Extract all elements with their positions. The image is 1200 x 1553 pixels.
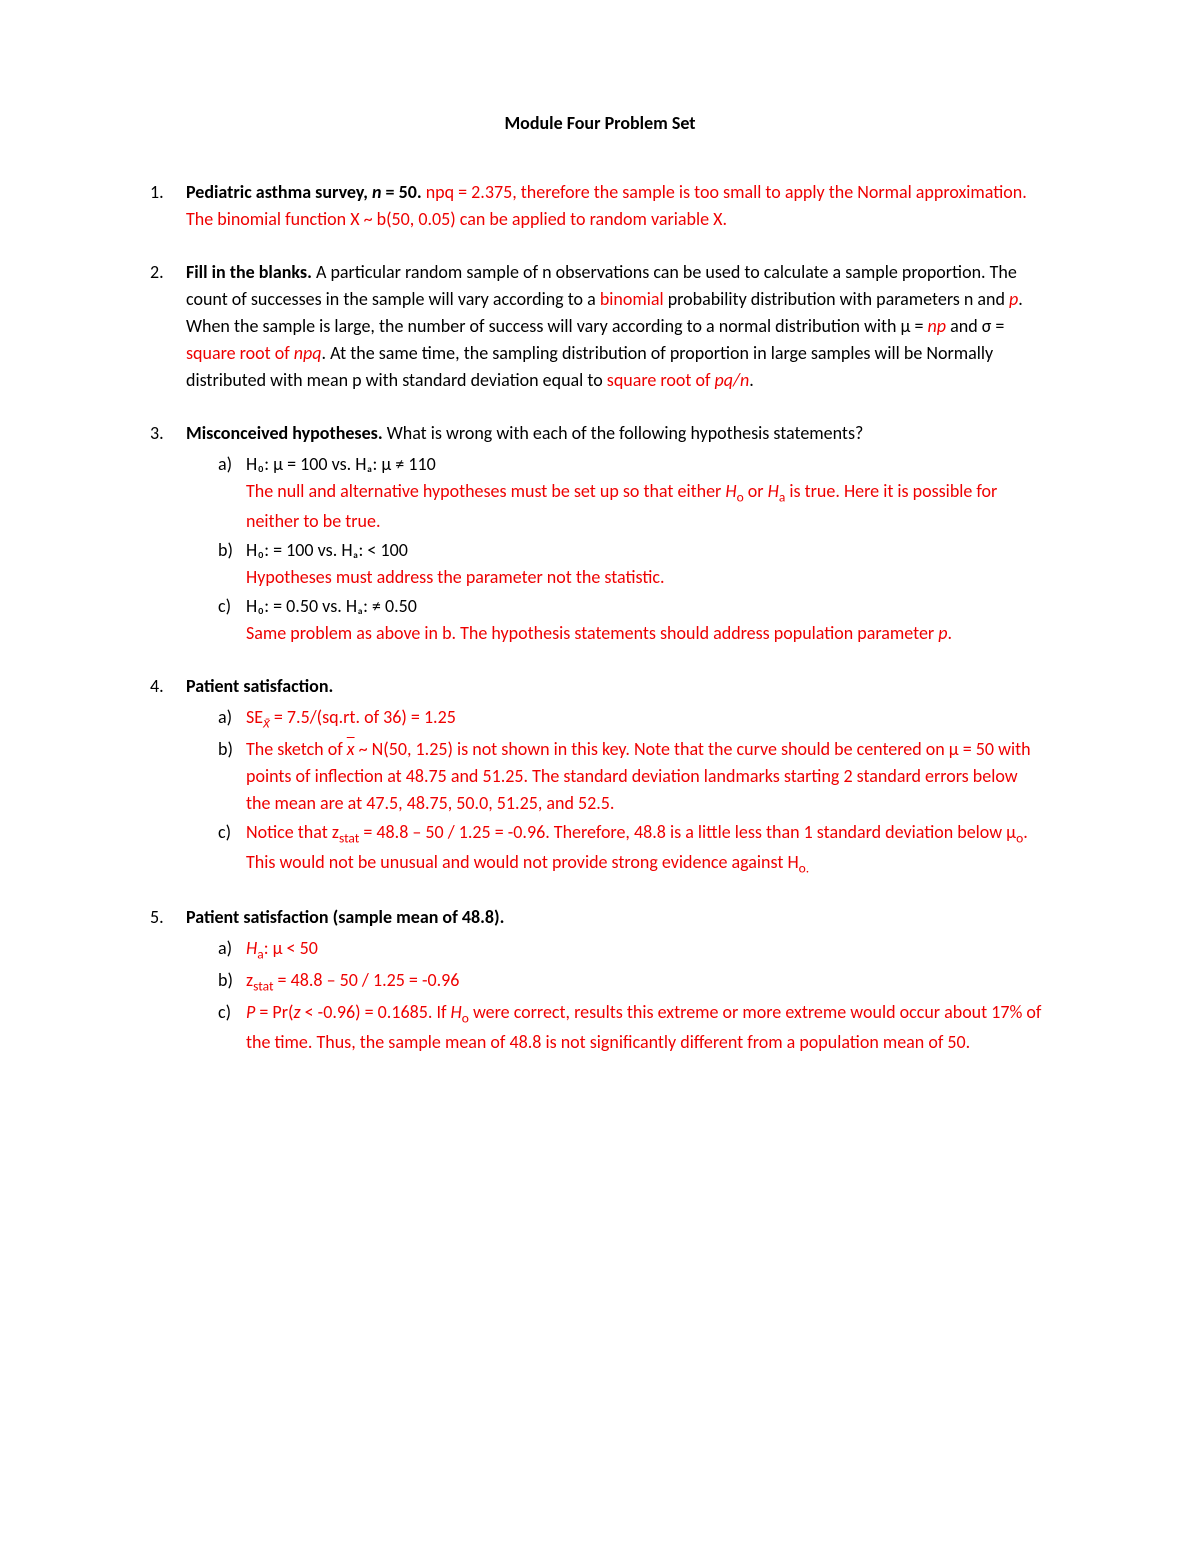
sub-item-b: b) H₀: = 100 vs. Hₐ: < 100 Hypotheses mu…	[186, 537, 1050, 591]
problem-number: 3.	[150, 420, 180, 447]
problem-lead-tail: = 50.	[381, 181, 425, 203]
sub-item-a: a) Ha: μ < 50	[186, 935, 1050, 965]
sub-answer: P = Pr(z < -0.96) = 0.1685. If Ho were c…	[246, 1001, 1041, 1053]
problem-text: What is wrong with each of the following…	[383, 422, 864, 444]
sub-answer: zstat = 48.8 – 50 / 1.25 = -0.96	[246, 969, 459, 991]
sub-answer: The sketch of x ~ N(50, 1.25) is not sho…	[246, 738, 1031, 814]
sub-letter: a)	[218, 935, 232, 962]
sub-item-c: c) Notice that zstat = 48.8 – 50 / 1.25 …	[186, 819, 1050, 879]
sub-question: H₀: = 0.50 vs. Hₐ: ≠ 0.50	[246, 595, 417, 617]
problem-lead: Patient satisfaction.	[186, 675, 333, 697]
sub-list: a) SEx̄ = 7.5/(sq.rt. of 36) = 1.25 b) T…	[186, 704, 1050, 879]
problem-number: 1.	[150, 179, 180, 206]
sub-item-a: a) H₀: μ = 100 vs. Hₐ: μ ≠ 110 The null …	[186, 451, 1050, 535]
problem-text: and σ =	[946, 315, 1004, 337]
sub-question: H₀: = 100 vs. Hₐ: < 100	[246, 539, 408, 561]
sub-letter: a)	[218, 704, 232, 731]
answer-fragment: npq	[294, 342, 322, 364]
sub-list: a) Ha: μ < 50 b) zstat = 48.8 – 50 / 1.2…	[186, 935, 1050, 1056]
problem-text: probability distribution with parameters…	[664, 288, 1009, 310]
problem-list: 1. Pediatric asthma survey, n = 50. npq …	[150, 179, 1050, 1056]
sub-answer: The null and alternative hypotheses must…	[246, 480, 997, 532]
problem-number: 2.	[150, 259, 180, 286]
sub-letter: c)	[218, 999, 231, 1026]
answer-fragment: pq/n	[715, 369, 750, 391]
sub-letter: c)	[218, 593, 231, 620]
sub-item-c: c) P = Pr(z < -0.96) = 0.1685. If Ho wer…	[186, 999, 1050, 1056]
answer-fragment: square root of	[607, 369, 715, 391]
sub-answer: Ha: μ < 50	[246, 937, 318, 959]
sub-letter: b)	[218, 967, 233, 994]
answer-fragment: np	[928, 315, 947, 337]
sub-letter: c)	[218, 819, 231, 846]
sub-item-a: a) SEx̄ = 7.5/(sq.rt. of 36) = 1.25	[186, 704, 1050, 734]
problem-2: 2. Fill in the blanks. A particular rand…	[150, 259, 1050, 394]
problem-4: 4. Patient satisfaction. a) SEx̄ = 7.5/(…	[150, 673, 1050, 879]
sub-letter: b)	[218, 537, 233, 564]
problem-lead: Fill in the blanks.	[186, 261, 312, 283]
problem-number: 4.	[150, 673, 180, 700]
sub-letter: b)	[218, 736, 233, 763]
sub-answer: SEx̄ = 7.5/(sq.rt. of 36) = 1.25	[246, 706, 456, 728]
problem-1: 1. Pediatric asthma survey, n = 50. npq …	[150, 179, 1050, 233]
problem-number: 5.	[150, 904, 180, 931]
problem-3: 3. Misconceived hypotheses. What is wron…	[150, 420, 1050, 647]
problem-lead: Pediatric asthma survey,	[186, 181, 372, 203]
problem-lead: Misconceived hypotheses.	[186, 422, 383, 444]
sub-item-b: b) The sketch of x ~ N(50, 1.25) is not …	[186, 736, 1050, 817]
problem-5: 5. Patient satisfaction (sample mean of …	[150, 904, 1050, 1056]
sub-answer: Hypotheses must address the parameter no…	[246, 566, 665, 588]
sub-item-c: c) H₀: = 0.50 vs. Hₐ: ≠ 0.50 Same proble…	[186, 593, 1050, 647]
sub-list: a) H₀: μ = 100 vs. Hₐ: μ ≠ 110 The null …	[186, 451, 1050, 647]
answer-fragment: square root of	[186, 342, 294, 364]
page-title: Module Four Problem Set	[150, 110, 1050, 137]
answer-fragment: p	[1009, 288, 1018, 310]
sub-question: H₀: μ = 100 vs. Hₐ: μ ≠ 110	[246, 453, 436, 475]
sub-answer: Same problem as above in b. The hypothes…	[246, 622, 952, 644]
problem-text: .	[749, 369, 754, 391]
sub-letter: a)	[218, 451, 232, 478]
sub-answer: Notice that zstat = 48.8 – 50 / 1.25 = -…	[246, 821, 1028, 873]
sub-item-b: b) zstat = 48.8 – 50 / 1.25 = -0.96	[186, 967, 1050, 997]
answer-fragment: binomial	[600, 288, 664, 310]
problem-lead: Patient satisfaction (sample mean of 48.…	[186, 906, 504, 928]
